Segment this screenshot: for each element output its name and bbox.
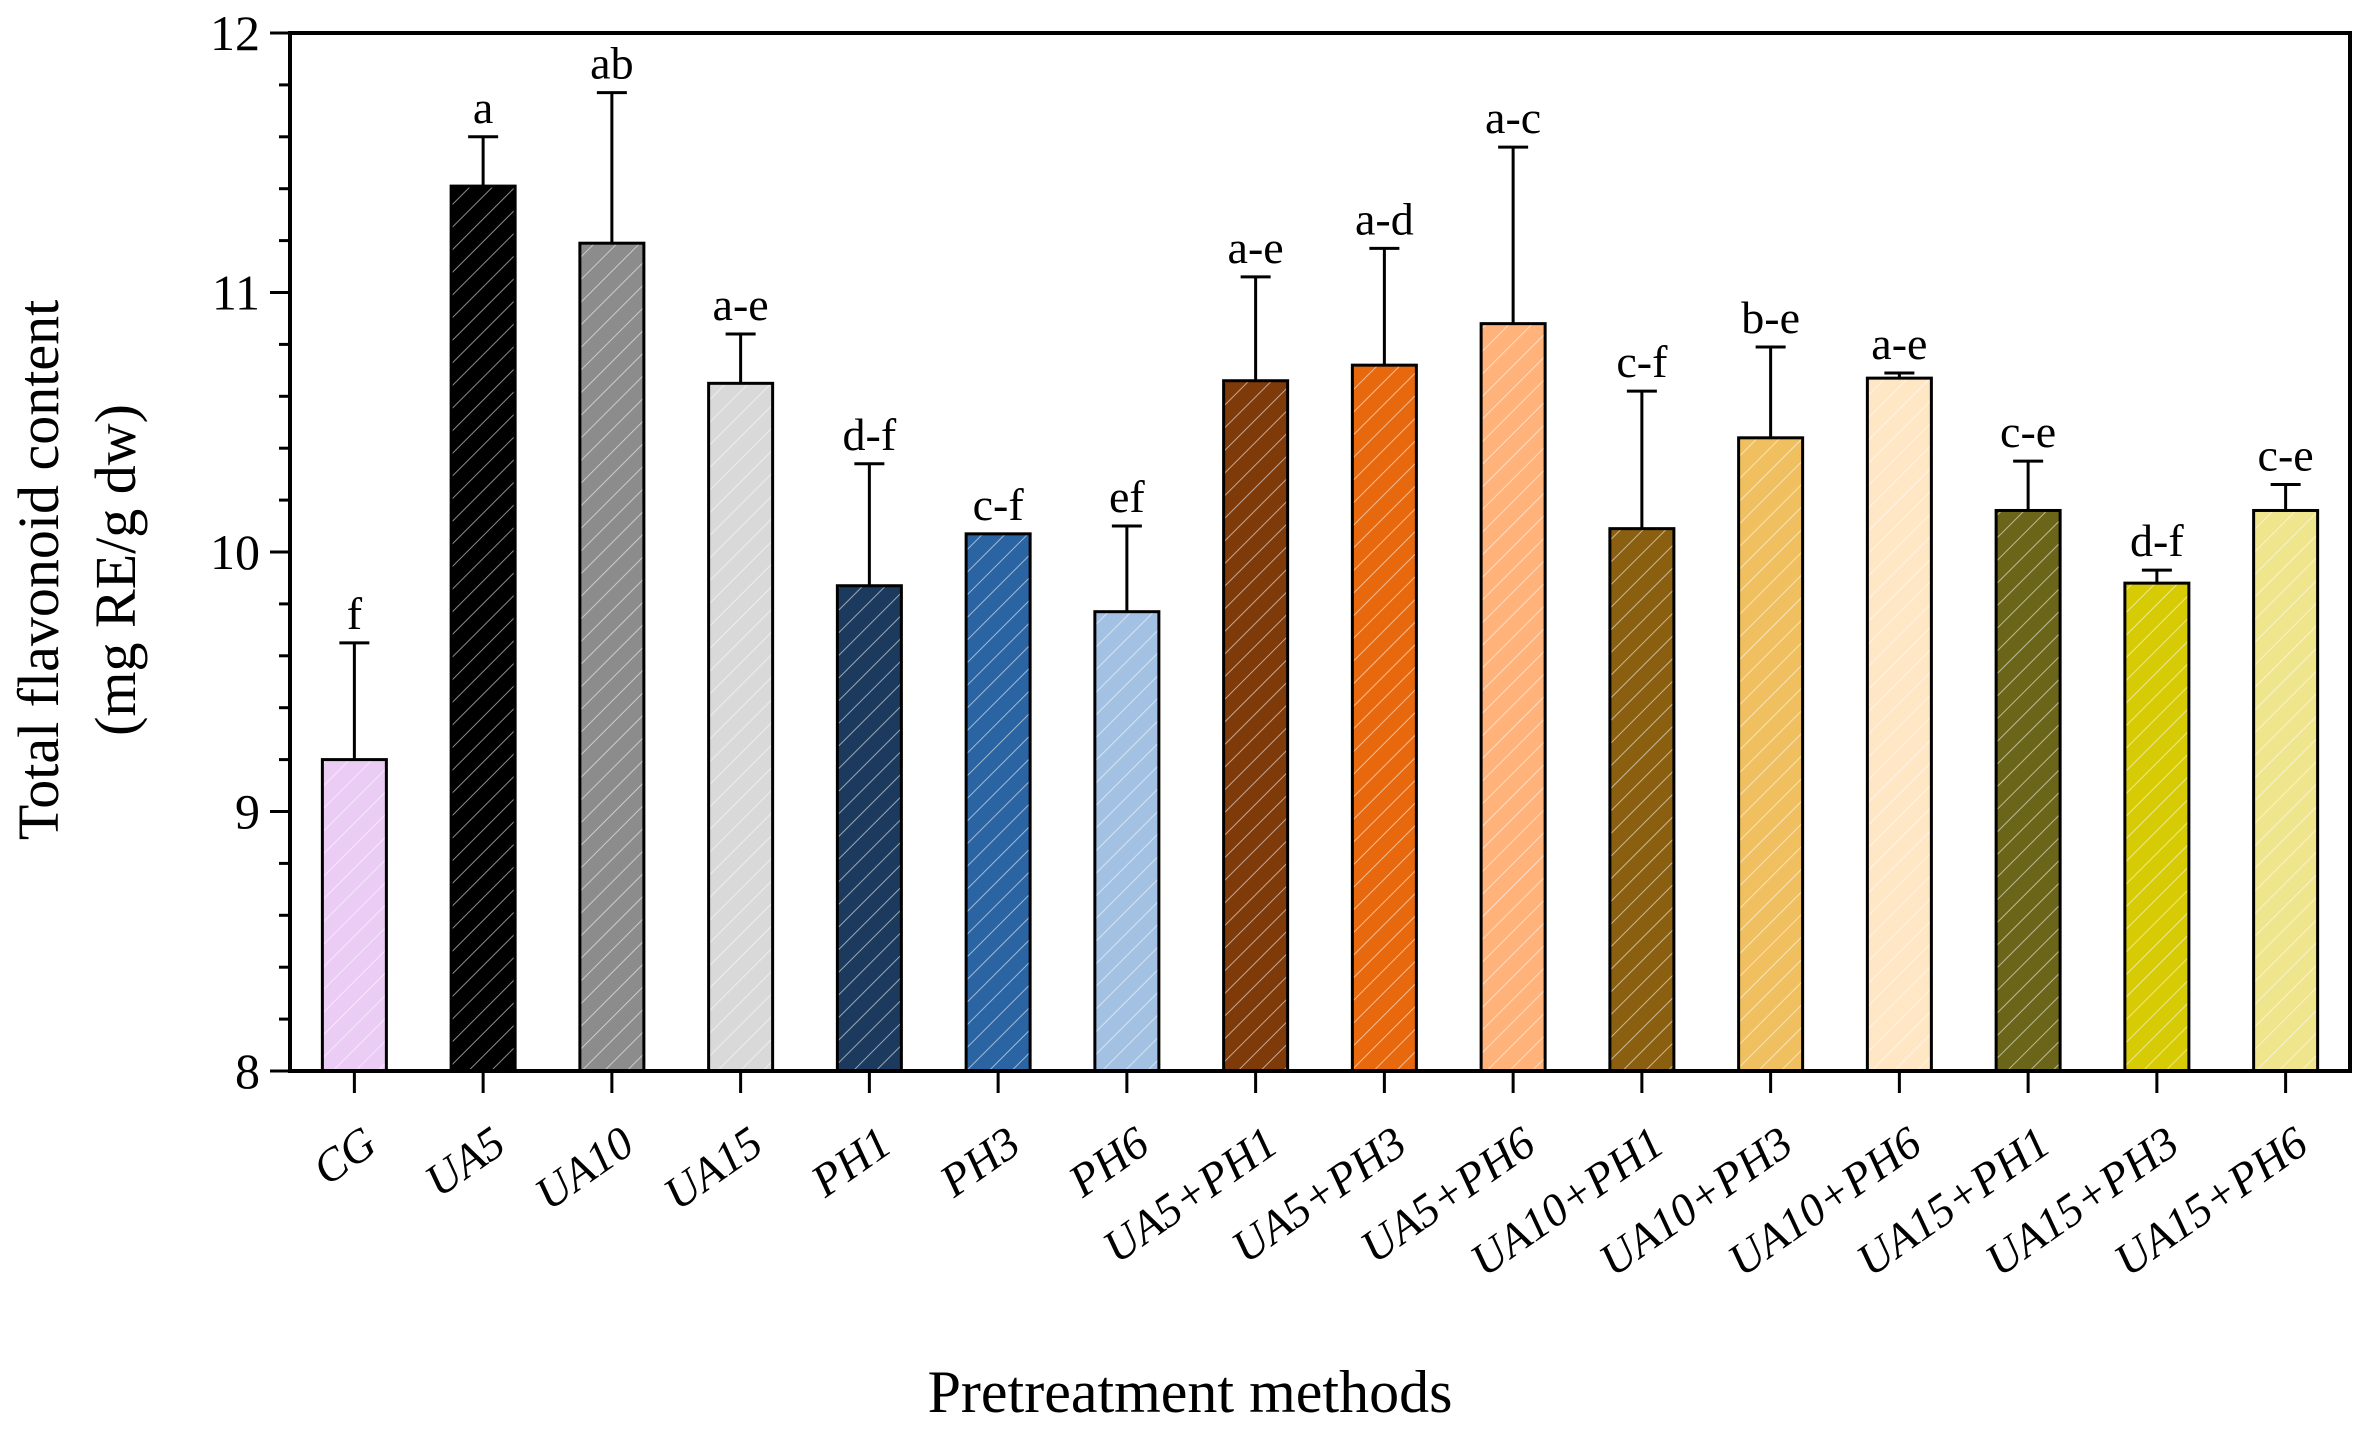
- bar-ua5: [449, 184, 517, 1073]
- bar-cg: [320, 758, 388, 1073]
- y-axis: 8 9 10 11 12: [210, 5, 290, 1099]
- error-bar: [339, 641, 370, 760]
- significance-letter: a: [473, 82, 493, 133]
- x-tick-label: PH1: [801, 1116, 900, 1207]
- significance-letter: a-e: [1871, 318, 1927, 369]
- bars-group: [320, 184, 2320, 1073]
- bar-ua10-ph1: [1608, 527, 1676, 1073]
- significance-letter: c-e: [2258, 430, 2314, 481]
- error-bar: [596, 91, 627, 244]
- x-tick-label: UA15: [654, 1116, 771, 1219]
- significance-letter: f: [347, 588, 363, 639]
- error-bar: [468, 135, 499, 187]
- bar-ua15-ph3: [2123, 581, 2191, 1073]
- y-tick-label: 10: [210, 524, 260, 580]
- significance-letter: d-f: [2130, 515, 2184, 566]
- x-tick-label: CG: [304, 1116, 386, 1194]
- bar-ph3: [964, 532, 1032, 1073]
- bar-ua15-ph6: [2252, 508, 2320, 1073]
- significance-letter: c-e: [2000, 406, 2056, 457]
- bar-ua15: [707, 381, 775, 1073]
- error-bar: [1240, 275, 1271, 381]
- y-tick-label: 8: [235, 1043, 260, 1099]
- bar-ua5-ph3: [1350, 363, 1418, 1073]
- bar-ua5-ph1: [1222, 379, 1290, 1073]
- significance-letters-group: f a ab a-e d-f c-f ef a-e a-d a-c c-f b-e a-e c-e d-f c…: [347, 38, 2314, 639]
- significance-letter: c-f: [1616, 336, 1668, 387]
- bar-ua5-ph6: [1479, 322, 1547, 1073]
- significance-letter: a-e: [1228, 222, 1284, 273]
- error-bar: [2141, 568, 2172, 584]
- bar-ph6: [1093, 610, 1161, 1073]
- error-bar: [2013, 459, 2044, 511]
- x-axis: CG UA5 UA10 UA15 PH1 PH3 PH6UA5+PH1UA5+PH3UA5+…: [304, 1071, 2316, 1286]
- x-tick-label: UA10: [525, 1116, 642, 1219]
- significance-letter: b-e: [1741, 292, 1800, 343]
- bar-ph1: [835, 584, 903, 1073]
- error-bar: [1369, 246, 1400, 366]
- error-bar: [1755, 345, 1786, 438]
- bar-ua15-ph1: [1994, 508, 2062, 1073]
- error-bar: [854, 462, 885, 586]
- y-axis-label-line1: Total flavonoid content: [6, 300, 71, 840]
- error-bar: [1884, 371, 1915, 379]
- bar-ua10: [578, 241, 646, 1073]
- bar-ua10-ph6: [1865, 376, 1933, 1073]
- error-bar: [1626, 389, 1657, 529]
- x-tick-label: UA5: [416, 1116, 514, 1206]
- x-tick-label: PH3: [930, 1116, 1029, 1207]
- significance-letter: a-e: [713, 279, 769, 330]
- significance-letter: ef: [1109, 471, 1145, 522]
- x-tick-label: PH6: [1058, 1116, 1157, 1207]
- error-bar: [725, 332, 756, 384]
- error-bars-group: [339, 91, 2301, 760]
- y-tick-label: 11: [212, 265, 260, 321]
- y-tick-label: 12: [210, 5, 260, 61]
- significance-letter: a-d: [1355, 193, 1414, 244]
- significance-letter: ab: [590, 38, 633, 89]
- significance-letter: a-c: [1485, 92, 1541, 143]
- bar-ua10-ph3: [1737, 436, 1805, 1073]
- significance-letter: d-f: [843, 409, 897, 460]
- error-bar: [2270, 483, 2301, 511]
- y-tick-label: 9: [235, 784, 260, 840]
- x-axis-label: Pretreatment methods: [928, 1359, 1453, 1425]
- error-bar: [1498, 145, 1529, 324]
- significance-letter: c-f: [973, 479, 1025, 530]
- y-axis-label-line2: (mg RE/g dw): [83, 404, 148, 736]
- error-bar: [1111, 524, 1142, 612]
